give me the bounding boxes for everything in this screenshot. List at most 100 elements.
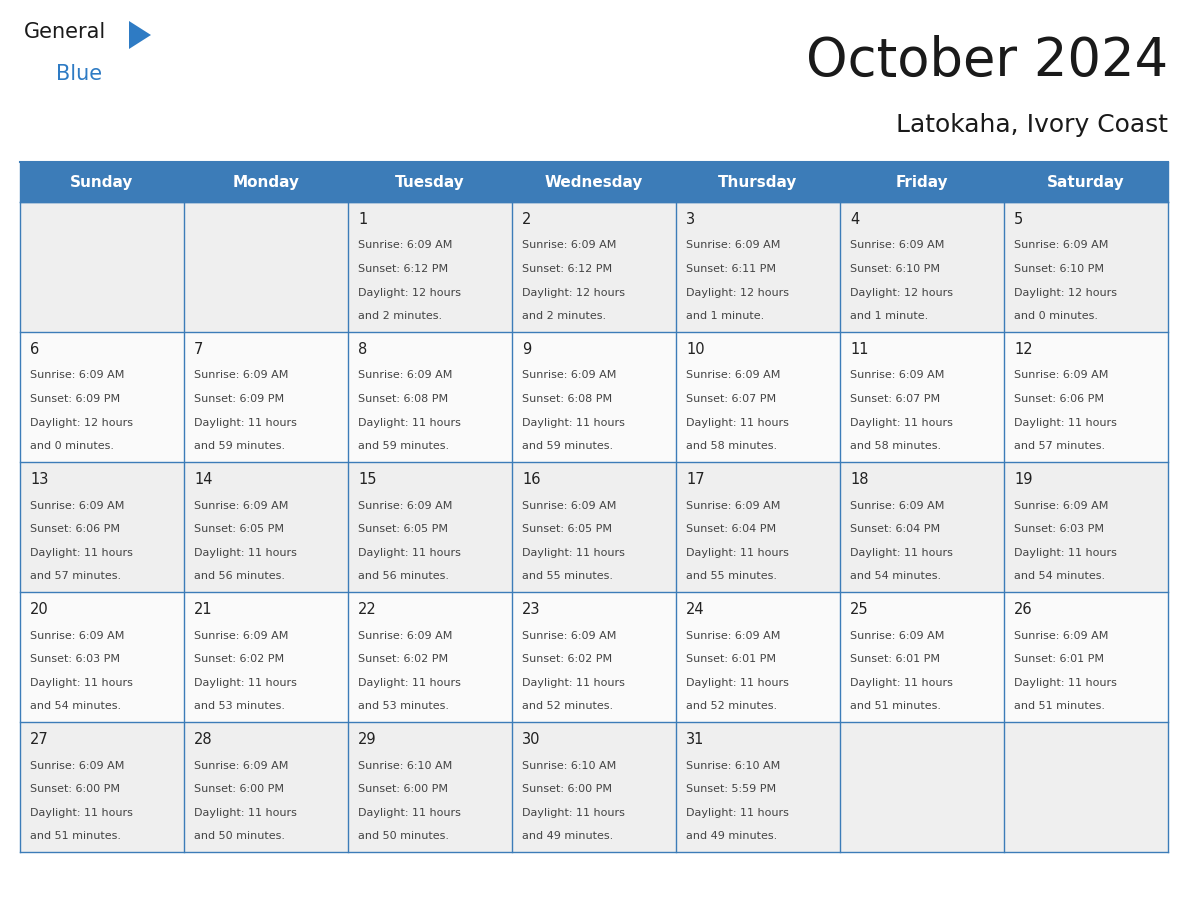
Text: and 51 minutes.: and 51 minutes.: [30, 831, 121, 841]
Text: and 59 minutes.: and 59 minutes.: [194, 441, 285, 451]
Text: and 56 minutes.: and 56 minutes.: [194, 571, 285, 581]
Text: Daylight: 11 hours: Daylight: 11 hours: [194, 418, 297, 428]
Text: Blue: Blue: [56, 64, 102, 84]
Text: and 55 minutes.: and 55 minutes.: [685, 571, 777, 581]
Text: Daylight: 12 hours: Daylight: 12 hours: [1015, 287, 1117, 297]
Bar: [20, 592, 1168, 722]
Text: Daylight: 11 hours: Daylight: 11 hours: [358, 808, 461, 818]
Bar: [20, 332, 1168, 462]
Text: Sunset: 6:02 PM: Sunset: 6:02 PM: [194, 654, 284, 664]
Text: 23: 23: [522, 602, 541, 617]
Text: and 51 minutes.: and 51 minutes.: [1015, 701, 1105, 711]
Text: and 53 minutes.: and 53 minutes.: [194, 701, 285, 711]
Text: Daylight: 11 hours: Daylight: 11 hours: [1015, 547, 1117, 557]
Text: Sunset: 6:07 PM: Sunset: 6:07 PM: [685, 394, 776, 404]
Text: Daylight: 11 hours: Daylight: 11 hours: [358, 677, 461, 688]
Text: 26: 26: [1015, 602, 1032, 617]
Text: 30: 30: [522, 732, 541, 747]
Text: Daylight: 12 hours: Daylight: 12 hours: [30, 418, 133, 428]
Text: 21: 21: [194, 602, 213, 617]
Text: and 58 minutes.: and 58 minutes.: [849, 441, 941, 451]
Text: 7: 7: [194, 342, 203, 357]
Text: Sunset: 6:11 PM: Sunset: 6:11 PM: [685, 264, 776, 274]
Text: 6: 6: [30, 342, 39, 357]
Text: and 55 minutes.: and 55 minutes.: [522, 571, 613, 581]
Text: Sunrise: 6:09 AM: Sunrise: 6:09 AM: [30, 371, 125, 380]
Text: Sunset: 6:06 PM: Sunset: 6:06 PM: [30, 524, 120, 534]
Text: 28: 28: [194, 732, 213, 747]
Text: Sunset: 6:09 PM: Sunset: 6:09 PM: [194, 394, 284, 404]
Bar: [20, 462, 1168, 592]
Text: Daylight: 11 hours: Daylight: 11 hours: [30, 547, 133, 557]
Text: and 57 minutes.: and 57 minutes.: [1015, 441, 1105, 451]
Text: Sunset: 6:01 PM: Sunset: 6:01 PM: [685, 654, 776, 664]
Text: Sunrise: 6:10 AM: Sunrise: 6:10 AM: [685, 760, 781, 770]
Text: and 54 minutes.: and 54 minutes.: [1015, 571, 1105, 581]
Text: Sunrise: 6:09 AM: Sunrise: 6:09 AM: [1015, 241, 1108, 251]
Text: Sunrise: 6:09 AM: Sunrise: 6:09 AM: [194, 371, 289, 380]
Text: Sunset: 6:10 PM: Sunset: 6:10 PM: [1015, 264, 1104, 274]
Text: Daylight: 12 hours: Daylight: 12 hours: [358, 287, 461, 297]
Text: Sunset: 6:05 PM: Sunset: 6:05 PM: [522, 524, 612, 534]
Text: Sunset: 6:12 PM: Sunset: 6:12 PM: [522, 264, 612, 274]
Text: Sunset: 6:04 PM: Sunset: 6:04 PM: [849, 524, 940, 534]
Text: Sunrise: 6:09 AM: Sunrise: 6:09 AM: [849, 241, 944, 251]
Text: Sunset: 6:01 PM: Sunset: 6:01 PM: [849, 654, 940, 664]
Text: Sunset: 6:10 PM: Sunset: 6:10 PM: [849, 264, 940, 274]
Text: 15: 15: [358, 472, 377, 487]
Text: Sunrise: 6:09 AM: Sunrise: 6:09 AM: [685, 631, 781, 641]
Text: and 52 minutes.: and 52 minutes.: [522, 701, 613, 711]
Text: Sunset: 6:03 PM: Sunset: 6:03 PM: [30, 654, 120, 664]
Text: Daylight: 12 hours: Daylight: 12 hours: [685, 287, 789, 297]
Text: 5: 5: [1015, 212, 1023, 227]
Text: 27: 27: [30, 732, 49, 747]
Text: and 53 minutes.: and 53 minutes.: [358, 701, 449, 711]
Text: 18: 18: [849, 472, 868, 487]
Text: and 2 minutes.: and 2 minutes.: [358, 311, 442, 321]
Text: Sunset: 6:00 PM: Sunset: 6:00 PM: [358, 784, 448, 794]
Text: Saturday: Saturday: [1047, 174, 1125, 189]
Text: 20: 20: [30, 602, 49, 617]
Text: Wednesday: Wednesday: [545, 174, 643, 189]
Text: Sunrise: 6:09 AM: Sunrise: 6:09 AM: [522, 371, 617, 380]
Text: Sunrise: 6:09 AM: Sunrise: 6:09 AM: [194, 631, 289, 641]
Text: Sunset: 6:00 PM: Sunset: 6:00 PM: [194, 784, 284, 794]
Text: Daylight: 11 hours: Daylight: 11 hours: [194, 808, 297, 818]
Text: Daylight: 11 hours: Daylight: 11 hours: [358, 418, 461, 428]
Text: Daylight: 11 hours: Daylight: 11 hours: [1015, 418, 1117, 428]
Text: Sunset: 6:01 PM: Sunset: 6:01 PM: [1015, 654, 1104, 664]
Text: Sunrise: 6:09 AM: Sunrise: 6:09 AM: [358, 371, 453, 380]
Text: 8: 8: [358, 342, 367, 357]
Text: 1: 1: [358, 212, 367, 227]
Text: Sunrise: 6:09 AM: Sunrise: 6:09 AM: [685, 500, 781, 510]
Text: Daylight: 11 hours: Daylight: 11 hours: [30, 808, 133, 818]
Text: Sunset: 6:09 PM: Sunset: 6:09 PM: [30, 394, 120, 404]
Text: 17: 17: [685, 472, 704, 487]
Text: 10: 10: [685, 342, 704, 357]
Text: 4: 4: [849, 212, 859, 227]
Text: Sunset: 6:12 PM: Sunset: 6:12 PM: [358, 264, 448, 274]
Text: Daylight: 11 hours: Daylight: 11 hours: [849, 547, 953, 557]
Text: 25: 25: [849, 602, 868, 617]
Text: Daylight: 11 hours: Daylight: 11 hours: [194, 677, 297, 688]
Text: Latokaha, Ivory Coast: Latokaha, Ivory Coast: [896, 113, 1168, 137]
Text: Sunrise: 6:09 AM: Sunrise: 6:09 AM: [194, 500, 289, 510]
Text: Daylight: 11 hours: Daylight: 11 hours: [522, 808, 625, 818]
Text: General: General: [24, 22, 106, 42]
Text: 29: 29: [358, 732, 377, 747]
Text: and 52 minutes.: and 52 minutes.: [685, 701, 777, 711]
Text: Daylight: 11 hours: Daylight: 11 hours: [849, 677, 953, 688]
Text: and 51 minutes.: and 51 minutes.: [849, 701, 941, 711]
Text: and 57 minutes.: and 57 minutes.: [30, 571, 121, 581]
Text: Daylight: 12 hours: Daylight: 12 hours: [522, 287, 625, 297]
Text: Friday: Friday: [896, 174, 948, 189]
Text: Monday: Monday: [233, 174, 299, 189]
Bar: [20, 202, 1168, 332]
Text: Sunrise: 6:10 AM: Sunrise: 6:10 AM: [522, 760, 617, 770]
Text: Sunrise: 6:09 AM: Sunrise: 6:09 AM: [30, 631, 125, 641]
Text: Sunrise: 6:09 AM: Sunrise: 6:09 AM: [1015, 631, 1108, 641]
Text: 11: 11: [849, 342, 868, 357]
Text: Thursday: Thursday: [719, 174, 797, 189]
Text: Daylight: 11 hours: Daylight: 11 hours: [30, 677, 133, 688]
Text: and 1 minute.: and 1 minute.: [849, 311, 928, 321]
